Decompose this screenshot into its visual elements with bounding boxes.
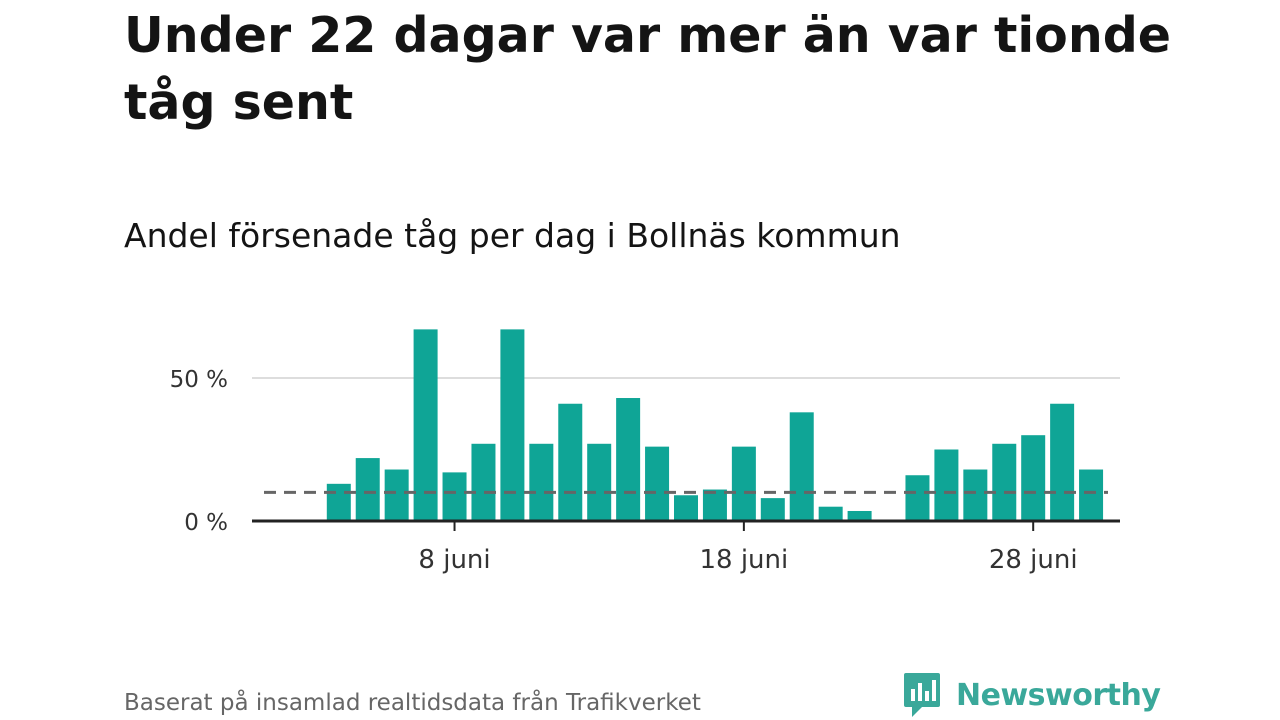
bar — [818, 506, 843, 521]
newsworthy-logo-icon — [904, 673, 940, 717]
bar — [413, 329, 438, 521]
bar — [674, 495, 698, 521]
bar — [500, 329, 525, 521]
bar — [645, 446, 670, 521]
bar — [529, 443, 554, 521]
bar — [905, 475, 930, 521]
bar — [587, 443, 612, 521]
bar — [731, 446, 756, 521]
x-tick-label: 18 juni — [699, 545, 788, 575]
x-tick-label: 28 juni — [989, 545, 1078, 575]
bar — [760, 498, 785, 521]
bar — [355, 458, 380, 521]
brand-name: Newsworthy — [956, 677, 1161, 713]
bar — [471, 443, 496, 521]
chart-title: Under 22 dagar var mer än var tionde tåg… — [124, 7, 1172, 131]
bar — [326, 483, 351, 521]
bar — [616, 398, 641, 521]
y-tick-label: 50 % — [170, 367, 228, 393]
bar — [847, 510, 872, 521]
bars — [326, 329, 1104, 521]
bar — [789, 412, 814, 521]
bar — [1021, 435, 1046, 521]
bar — [934, 449, 959, 521]
bar — [1050, 403, 1075, 521]
bar — [1079, 469, 1104, 521]
bar — [442, 472, 467, 521]
bar — [963, 469, 988, 521]
y-tick-label: 0 % — [184, 510, 228, 536]
axes: 0 % 50 % 8 juni 18 juni 28 juni — [170, 367, 1120, 575]
bar — [558, 403, 583, 521]
source-note: Baserat på insamlad realtidsdata från Tr… — [124, 690, 701, 716]
bar — [992, 443, 1017, 521]
bar — [384, 469, 409, 521]
chart-subtitle: Andel försenade tåg per dag i Bollnäs ko… — [124, 216, 901, 255]
bar — [702, 489, 727, 521]
x-tick-label: 8 juni — [418, 545, 490, 575]
brand-logo: Newsworthy — [902, 670, 1161, 720]
